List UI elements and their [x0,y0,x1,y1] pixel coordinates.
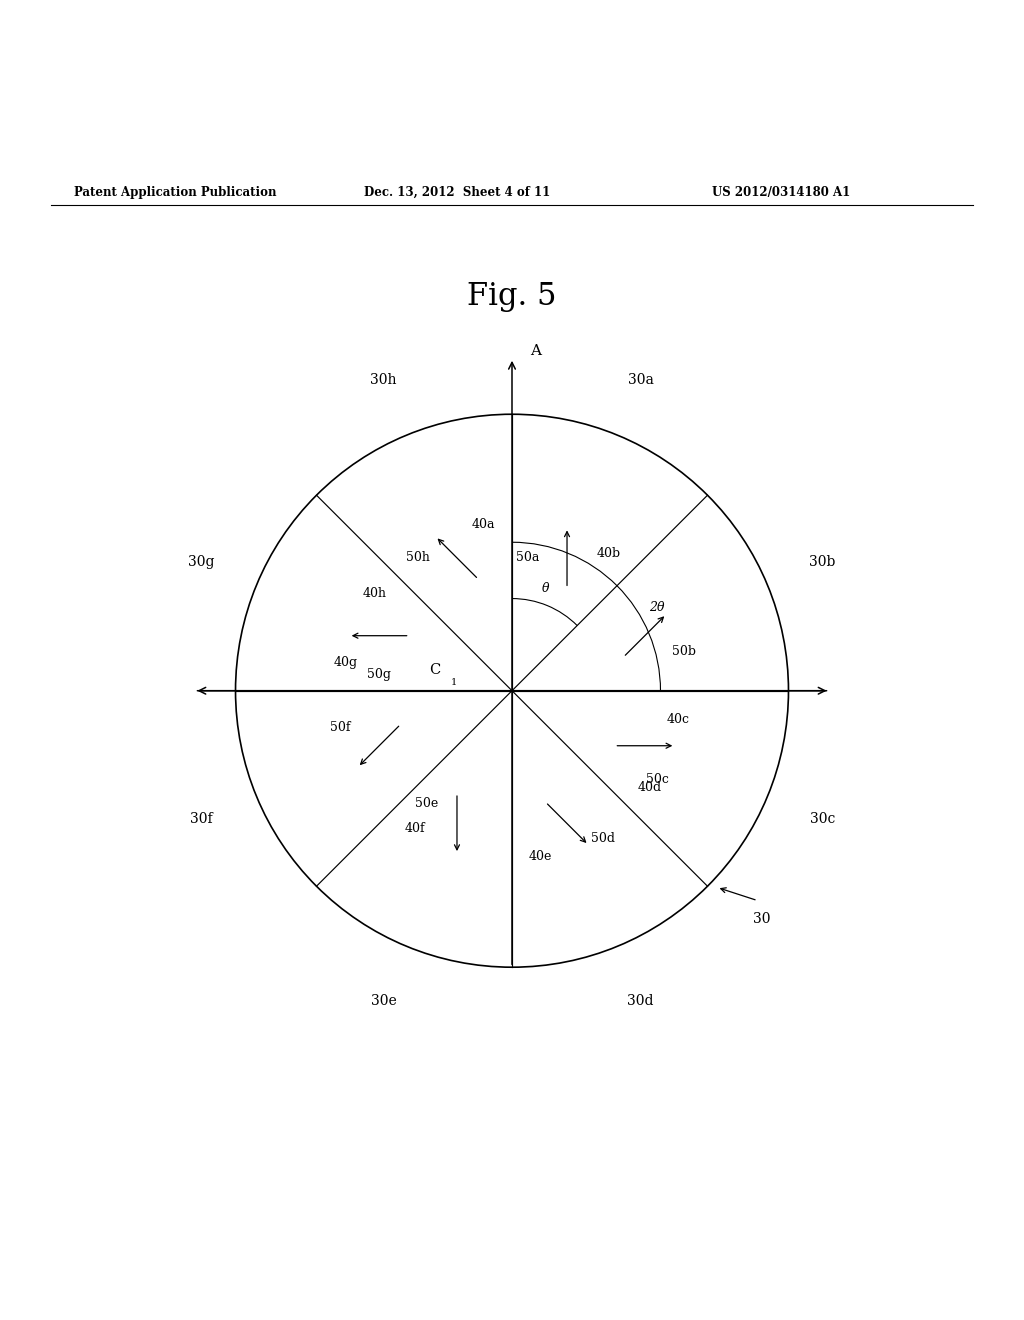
Text: 2θ: 2θ [649,601,665,614]
Text: 50d: 50d [591,833,614,845]
Text: Patent Application Publication: Patent Application Publication [74,186,276,198]
Text: 30: 30 [753,912,770,927]
Text: 50f: 50f [330,721,350,734]
Text: 30c: 30c [810,812,835,826]
Text: 40c: 40c [667,713,689,726]
Text: US 2012/0314180 A1: US 2012/0314180 A1 [712,186,850,198]
Text: 30h: 30h [371,374,396,387]
Text: 30d: 30d [628,994,653,1008]
Text: θ: θ [542,582,549,595]
Text: 50e: 50e [415,796,438,809]
Text: 40b: 40b [597,546,622,560]
Text: 1: 1 [451,678,457,686]
Text: 50b: 50b [672,644,695,657]
Text: 30b: 30b [809,556,836,569]
Text: Dec. 13, 2012  Sheet 4 of 11: Dec. 13, 2012 Sheet 4 of 11 [364,186,550,198]
Text: 40e: 40e [529,850,552,863]
Text: 30f: 30f [190,812,213,826]
Text: 50g: 50g [368,668,391,681]
Text: 40g: 40g [334,656,358,668]
Text: 30e: 30e [371,994,396,1008]
Text: A: A [530,343,542,358]
Text: C: C [430,663,440,677]
Text: 40a: 40a [472,519,495,532]
Text: 50h: 50h [407,552,430,565]
Text: 40d: 40d [638,781,662,795]
Text: 30g: 30g [188,556,215,569]
Text: 40h: 40h [362,587,386,601]
Text: 30a: 30a [628,374,653,387]
Text: 50c: 50c [646,774,669,785]
Text: 50a: 50a [516,552,540,565]
Text: 40f: 40f [404,822,425,834]
Text: Fig. 5: Fig. 5 [467,281,557,312]
